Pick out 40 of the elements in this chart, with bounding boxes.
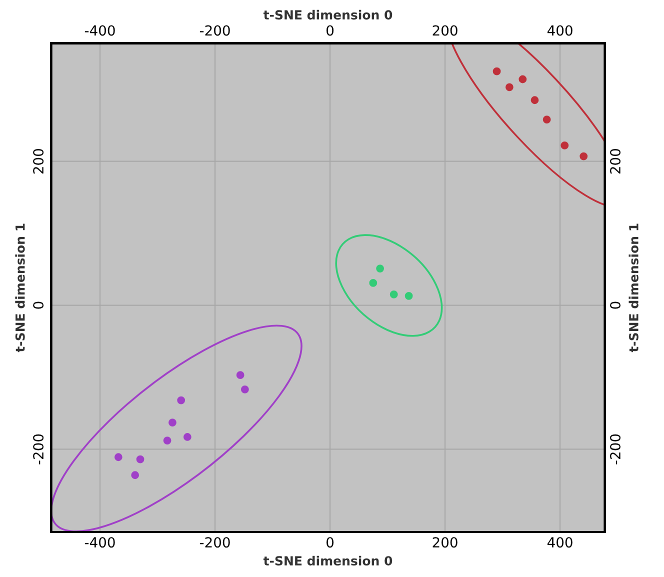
x2-tick-label: 0 (326, 25, 334, 36)
point (240, 386, 249, 394)
y-tick-label: -200 (33, 434, 44, 464)
point (390, 290, 398, 298)
point (177, 396, 186, 404)
x2-tick-label: 400 (547, 25, 572, 36)
point (492, 67, 501, 76)
x-tick-label: 400 (547, 537, 572, 548)
x-tick-label: -200 (200, 537, 230, 548)
x-tick-label: -400 (84, 537, 115, 548)
x2-tick-label: -400 (84, 25, 115, 36)
point (168, 418, 176, 427)
y-tick-label: 200 (33, 148, 44, 174)
x-tick-label: 200 (432, 537, 458, 548)
x2-axis-title: t-SNE dimension 0 (263, 10, 392, 20)
point (163, 436, 172, 445)
point (542, 116, 551, 124)
point (560, 142, 569, 150)
y2-axis-title: t-SNE dimension 1 (628, 224, 638, 352)
y-tick-label: 0 (33, 302, 44, 309)
point (505, 83, 514, 92)
y2-tick-label: 200 (610, 148, 621, 174)
x2-tick-label: -200 (200, 25, 230, 36)
point (131, 471, 140, 480)
point (183, 433, 192, 441)
y-axis-title: t-SNE dimension 1 (15, 224, 25, 352)
x2-tick-label: 200 (432, 25, 458, 36)
y2-tick-label: -200 (610, 434, 621, 464)
point (404, 292, 413, 300)
x-tick-label: 0 (326, 537, 334, 548)
point (369, 279, 378, 287)
point (518, 75, 527, 84)
x-axis-title: t-SNE dimension 0 (263, 556, 392, 566)
point (580, 152, 588, 160)
y2-tick-label: 0 (610, 302, 621, 309)
point (530, 96, 539, 104)
point (114, 453, 122, 462)
point (376, 264, 384, 273)
point (136, 455, 144, 464)
point (236, 371, 244, 380)
